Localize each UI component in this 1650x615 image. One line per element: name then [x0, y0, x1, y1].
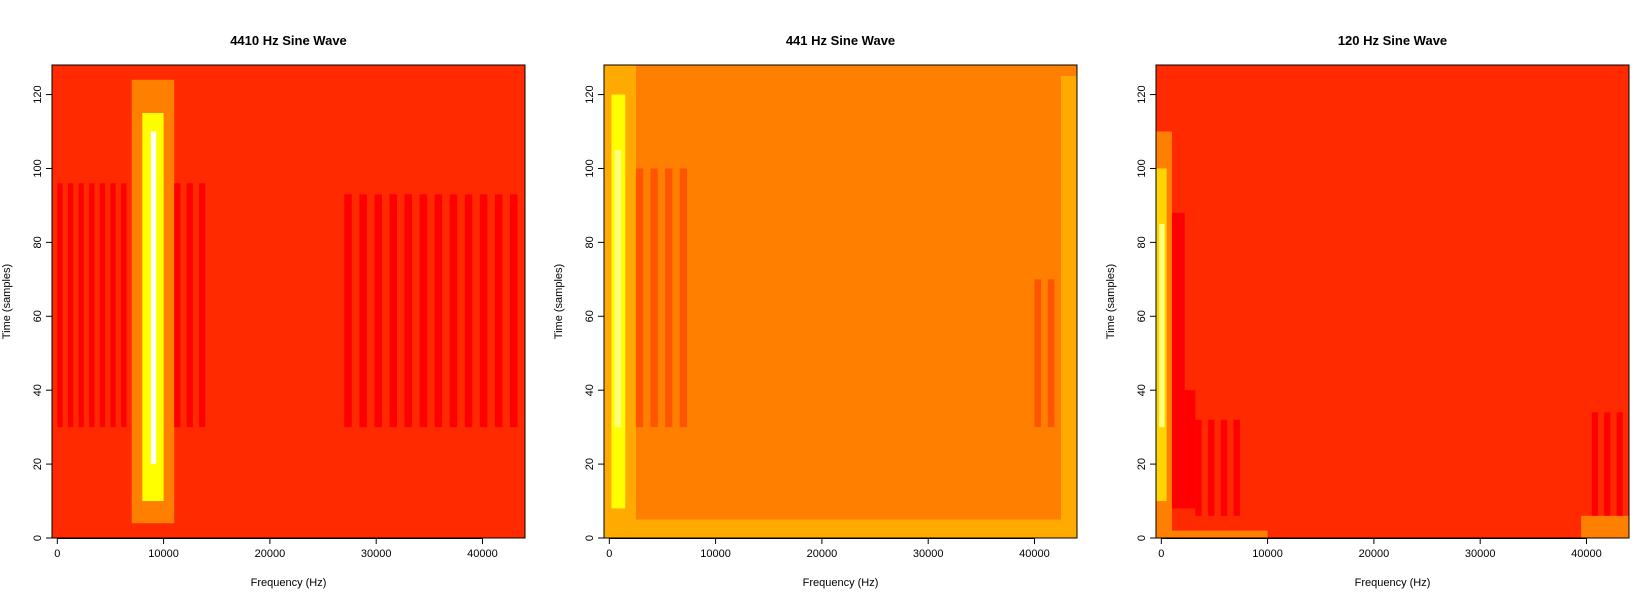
chart-panel-3: 120 Hz Sine Wave Frequency (Hz) Time (samp…: [1105, 33, 1630, 589]
heatmap-stripe: [404, 194, 413, 428]
heatmap-stripe: [494, 194, 503, 428]
heatmap-stripe: [434, 194, 443, 428]
x-axis-label: Frequency (Hz): [1355, 577, 1431, 589]
y-tick-label: 100: [584, 159, 596, 177]
y-tick-label: 20: [32, 458, 44, 470]
heatmap-region: [1159, 223, 1165, 428]
heatmap-cells: [52, 65, 525, 538]
heatmap-stripe: [449, 194, 458, 428]
y-tick-label: 40: [584, 384, 596, 396]
heatmap-stripe: [1616, 412, 1623, 516]
chart-title: 120 Hz Sine Wave: [1338, 33, 1447, 48]
heatmap-region: [150, 131, 157, 465]
x-tick-label: 20000: [807, 548, 838, 560]
y-tick-label: 120: [32, 85, 44, 103]
heatmap-stripe: [67, 183, 74, 428]
x-tick-label: 10000: [1252, 548, 1283, 560]
heatmap-stripe: [57, 183, 63, 428]
heatmap-region: [1171, 212, 1185, 509]
x-tick-label: 30000: [913, 548, 944, 560]
heatmap-stripe: [509, 194, 518, 428]
x-tick-label: 30000: [1465, 548, 1496, 560]
y-tick-label: 20: [1136, 458, 1148, 470]
heatmap-stripe: [1034, 279, 1042, 428]
y-tick-label: 60: [32, 310, 44, 322]
y-tick-label: 100: [1136, 159, 1148, 177]
heatmap-stripe: [389, 194, 398, 428]
heatmap-stripe: [1233, 419, 1240, 516]
x-tick-label: 20000: [1359, 548, 1390, 560]
heatmap-region: [1061, 76, 1077, 538]
x-axis-label: Frequency (Hz): [803, 577, 879, 589]
heatmap-stripe: [1591, 412, 1598, 516]
y-tick-label: 80: [32, 236, 44, 248]
heatmap-stripe: [679, 168, 688, 428]
heatmap-region: [604, 519, 1077, 538]
heatmap-stripe: [186, 183, 193, 428]
x-tick-label: 0: [1158, 548, 1164, 560]
heatmap-region: [1581, 515, 1629, 538]
x-tick-label: 10000: [148, 548, 179, 560]
heatmap-stripe: [1604, 412, 1611, 516]
y-tick-label: 120: [584, 85, 596, 103]
heatmap-stripe: [635, 168, 644, 428]
y-tick-label: 0: [1136, 535, 1148, 541]
heatmap-region: [614, 149, 622, 428]
heatmap-stripe: [99, 183, 106, 428]
heatmap-stripe: [464, 194, 473, 428]
heatmap-stripe: [1195, 419, 1202, 516]
y-tick-label: 80: [584, 236, 596, 248]
heatmap-region: [1156, 530, 1268, 538]
x-tick-label: 40000: [467, 548, 498, 560]
y-axis-label: Time (samples): [553, 264, 565, 339]
chart-title: 4410 Hz Sine Wave: [230, 33, 347, 48]
y-tick-label: 120: [1136, 85, 1148, 103]
heatmap-region: [1184, 390, 1196, 509]
heatmap-stripe: [199, 183, 206, 428]
heatmap-stripe: [121, 183, 127, 428]
heatmap-cells: [604, 65, 1077, 538]
y-tick-label: 60: [584, 310, 596, 322]
heatmap-cells: [1156, 65, 1629, 538]
y-tick-label: 0: [32, 535, 44, 541]
y-tick-label: 20: [584, 458, 596, 470]
y-tick-label: 80: [1136, 236, 1148, 248]
x-tick-label: 0: [54, 548, 60, 560]
x-tick-label: 30000: [361, 548, 392, 560]
chart-title: 441 Hz Sine Wave: [786, 33, 895, 48]
y-axis-label: Time (samples): [1105, 264, 1117, 339]
heatmap-stripe: [1220, 419, 1228, 516]
heatmap-stripe: [419, 194, 428, 428]
y-tick-label: 40: [32, 384, 44, 396]
chart-panel-1: 4410 Hz Sine Wave Frequency (Hz) Time (sam…: [1, 33, 526, 589]
heatmap-stripe: [344, 194, 352, 428]
y-tick-label: 40: [1136, 384, 1148, 396]
x-tick-label: 10000: [700, 548, 731, 560]
y-tick-label: 0: [584, 535, 596, 541]
heatmap-stripe: [665, 168, 673, 428]
heatmap-stripe: [89, 183, 95, 428]
y-tick-label: 60: [1136, 310, 1148, 322]
heatmap-stripe: [1208, 419, 1215, 516]
heatmap-stripe: [650, 168, 658, 428]
heatmap-stripe: [174, 183, 181, 428]
heatmap-stripe: [374, 194, 382, 428]
heatmap-region: [57, 427, 525, 538]
x-tick-label: 40000: [1019, 548, 1050, 560]
x-tick-label: 40000: [1571, 548, 1602, 560]
heatmap-stripe: [359, 194, 367, 428]
heatmap-stripe: [479, 194, 488, 428]
heatmap-stripe: [78, 183, 84, 428]
heatmap-stripe: [1047, 279, 1055, 428]
x-tick-label: 0: [606, 548, 612, 560]
x-axis-label: Frequency (Hz): [251, 577, 327, 589]
y-axis-label: Time (samples): [1, 264, 13, 339]
x-tick-label: 20000: [255, 548, 286, 560]
chart-panel-2: 441 Hz Sine Wave Frequency (Hz) Time (samp…: [553, 33, 1078, 589]
heatmap-background: [604, 65, 1077, 538]
y-tick-label: 100: [32, 159, 44, 177]
heatmap-stripe: [110, 183, 116, 428]
